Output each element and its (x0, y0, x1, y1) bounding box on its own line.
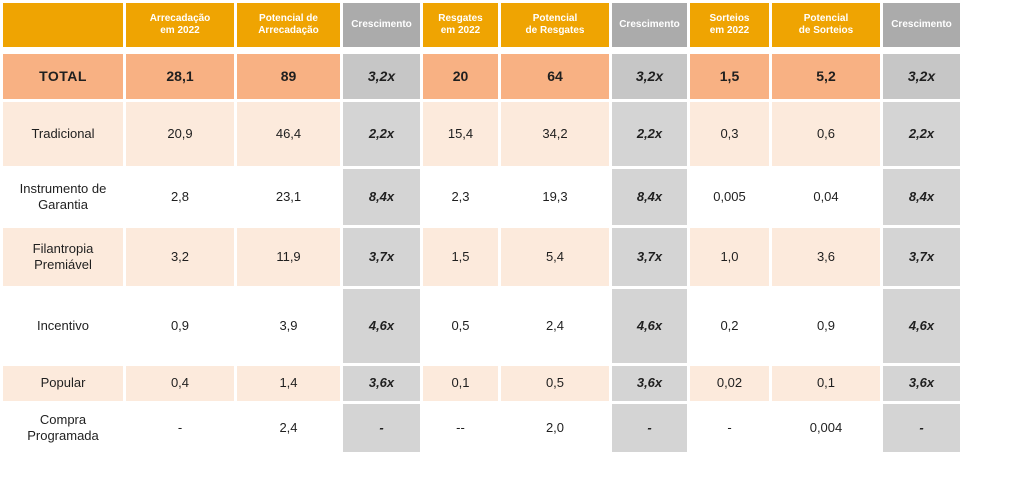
table-cell: 3,2 (126, 228, 234, 286)
table-cell-growth: 2,2x (343, 102, 420, 166)
column-header-potencial-sorteios: Potencial de Sorteios (772, 3, 880, 47)
table-cell: 1,5 (423, 228, 498, 286)
table-row-filantropia-premiavel: Filantropia Premiável 3,2 11,9 3,7x 1,5 … (3, 228, 960, 286)
column-header-crescimento-2: Crescimento (612, 3, 687, 47)
table-cell: - (126, 404, 234, 452)
lottery-potential-table: Arrecadação em 2022 Potencial de Arrecad… (3, 3, 960, 452)
row-label: Instrumento de Garantia (3, 169, 123, 225)
row-label: Compra Programada (3, 404, 123, 452)
table-cell-growth: 3,7x (343, 228, 420, 286)
table-cell: 0,2 (690, 289, 769, 363)
table-cell: 20 (423, 54, 498, 99)
table-cell-growth: - (343, 404, 420, 452)
table-cell: 0,4 (126, 366, 234, 401)
table-cell-growth: 3,6x (612, 366, 687, 401)
table-cell: 0,9 (772, 289, 880, 363)
row-label: Incentivo (3, 289, 123, 363)
table-cell: 23,1 (237, 169, 340, 225)
column-header-arrecadacao-2022: Arrecadação em 2022 (126, 3, 234, 47)
table-cell-growth: 3,7x (883, 228, 960, 286)
table-cell: 5,4 (501, 228, 609, 286)
table-cell: 0,005 (690, 169, 769, 225)
table-cell: 89 (237, 54, 340, 99)
table-cell-growth: 3,2x (343, 54, 420, 99)
table-cell: 2,0 (501, 404, 609, 452)
column-header-potencial-arrecadacao: Potencial de Arrecadação (237, 3, 340, 47)
table-cell: 0,1 (772, 366, 880, 401)
table-cell: 0,5 (501, 366, 609, 401)
table-cell: - (690, 404, 769, 452)
table-cell-growth: 8,4x (612, 169, 687, 225)
column-header-potencial-resgates: Potencial de Resgates (501, 3, 609, 47)
table-cell-growth: 4,6x (883, 289, 960, 363)
table-cell-growth: 2,2x (612, 102, 687, 166)
column-header-resgates-2022: Resgates em 2022 (423, 3, 498, 47)
table-cell: 20,9 (126, 102, 234, 166)
header-row: Arrecadação em 2022 Potencial de Arrecad… (3, 3, 960, 47)
table-cell: 46,4 (237, 102, 340, 166)
table-cell: -- (423, 404, 498, 452)
table-cell: 0,1 (423, 366, 498, 401)
table-row-popular: Popular 0,4 1,4 3,6x 0,1 0,5 3,6x 0,02 0… (3, 366, 960, 401)
table-cell: 0,3 (690, 102, 769, 166)
table-cell-growth: - (612, 404, 687, 452)
table-cell: 2,3 (423, 169, 498, 225)
table-cell-growth: 4,6x (343, 289, 420, 363)
table-cell-growth: 3,2x (612, 54, 687, 99)
table-cell-growth: 3,6x (343, 366, 420, 401)
table-cell: 0,6 (772, 102, 880, 166)
table-row-incentivo: Incentivo 0,9 3,9 4,6x 0,5 2,4 4,6x 0,2 … (3, 289, 960, 363)
table-cell-growth: 8,4x (883, 169, 960, 225)
table-cell: 5,2 (772, 54, 880, 99)
table-cell: 0,9 (126, 289, 234, 363)
row-label: Filantropia Premiável (3, 228, 123, 286)
table-cell: 34,2 (501, 102, 609, 166)
column-header-crescimento-1: Crescimento (343, 3, 420, 47)
table-cell: 1,0 (690, 228, 769, 286)
table-cell: 1,4 (237, 366, 340, 401)
table-cell: 64 (501, 54, 609, 99)
table-cell: 0,02 (690, 366, 769, 401)
table-row-instrumento-de-garantia: Instrumento de Garantia 2,8 23,1 8,4x 2,… (3, 169, 960, 225)
row-label: Popular (3, 366, 123, 401)
table-cell: 28,1 (126, 54, 234, 99)
table-cell: 15,4 (423, 102, 498, 166)
table-cell: 2,8 (126, 169, 234, 225)
table-row-total: TOTAL 28,1 89 3,2x 20 64 3,2x 1,5 5,2 3,… (3, 54, 960, 99)
table-row-compra-programada: Compra Programada - 2,4 - -- 2,0 - - 0,0… (3, 404, 960, 452)
spacer-cell (3, 50, 960, 51)
row-spacer (3, 50, 960, 51)
table-cell: 1,5 (690, 54, 769, 99)
corner-cell (3, 3, 123, 47)
table-cell: 11,9 (237, 228, 340, 286)
table-cell-growth: 3,2x (883, 54, 960, 99)
table-cell: 19,3 (501, 169, 609, 225)
table-cell-growth: 2,2x (883, 102, 960, 166)
table-cell-growth: - (883, 404, 960, 452)
table-cell-growth: 3,6x (883, 366, 960, 401)
table-cell: 0,004 (772, 404, 880, 452)
table-cell-growth: 3,7x (612, 228, 687, 286)
row-label: TOTAL (3, 54, 123, 99)
table-cell-growth: 4,6x (612, 289, 687, 363)
table-cell: 2,4 (237, 404, 340, 452)
table-cell: 2,4 (501, 289, 609, 363)
column-header-sorteios-2022: Sorteios em 2022 (690, 3, 769, 47)
column-header-crescimento-3: Crescimento (883, 3, 960, 47)
table-cell: 3,9 (237, 289, 340, 363)
row-label: Tradicional (3, 102, 123, 166)
table-cell: 0,5 (423, 289, 498, 363)
table-cell: 3,6 (772, 228, 880, 286)
table-cell-growth: 8,4x (343, 169, 420, 225)
table-cell: 0,04 (772, 169, 880, 225)
table-row-tradicional: Tradicional 20,9 46,4 2,2x 15,4 34,2 2,2… (3, 102, 960, 166)
